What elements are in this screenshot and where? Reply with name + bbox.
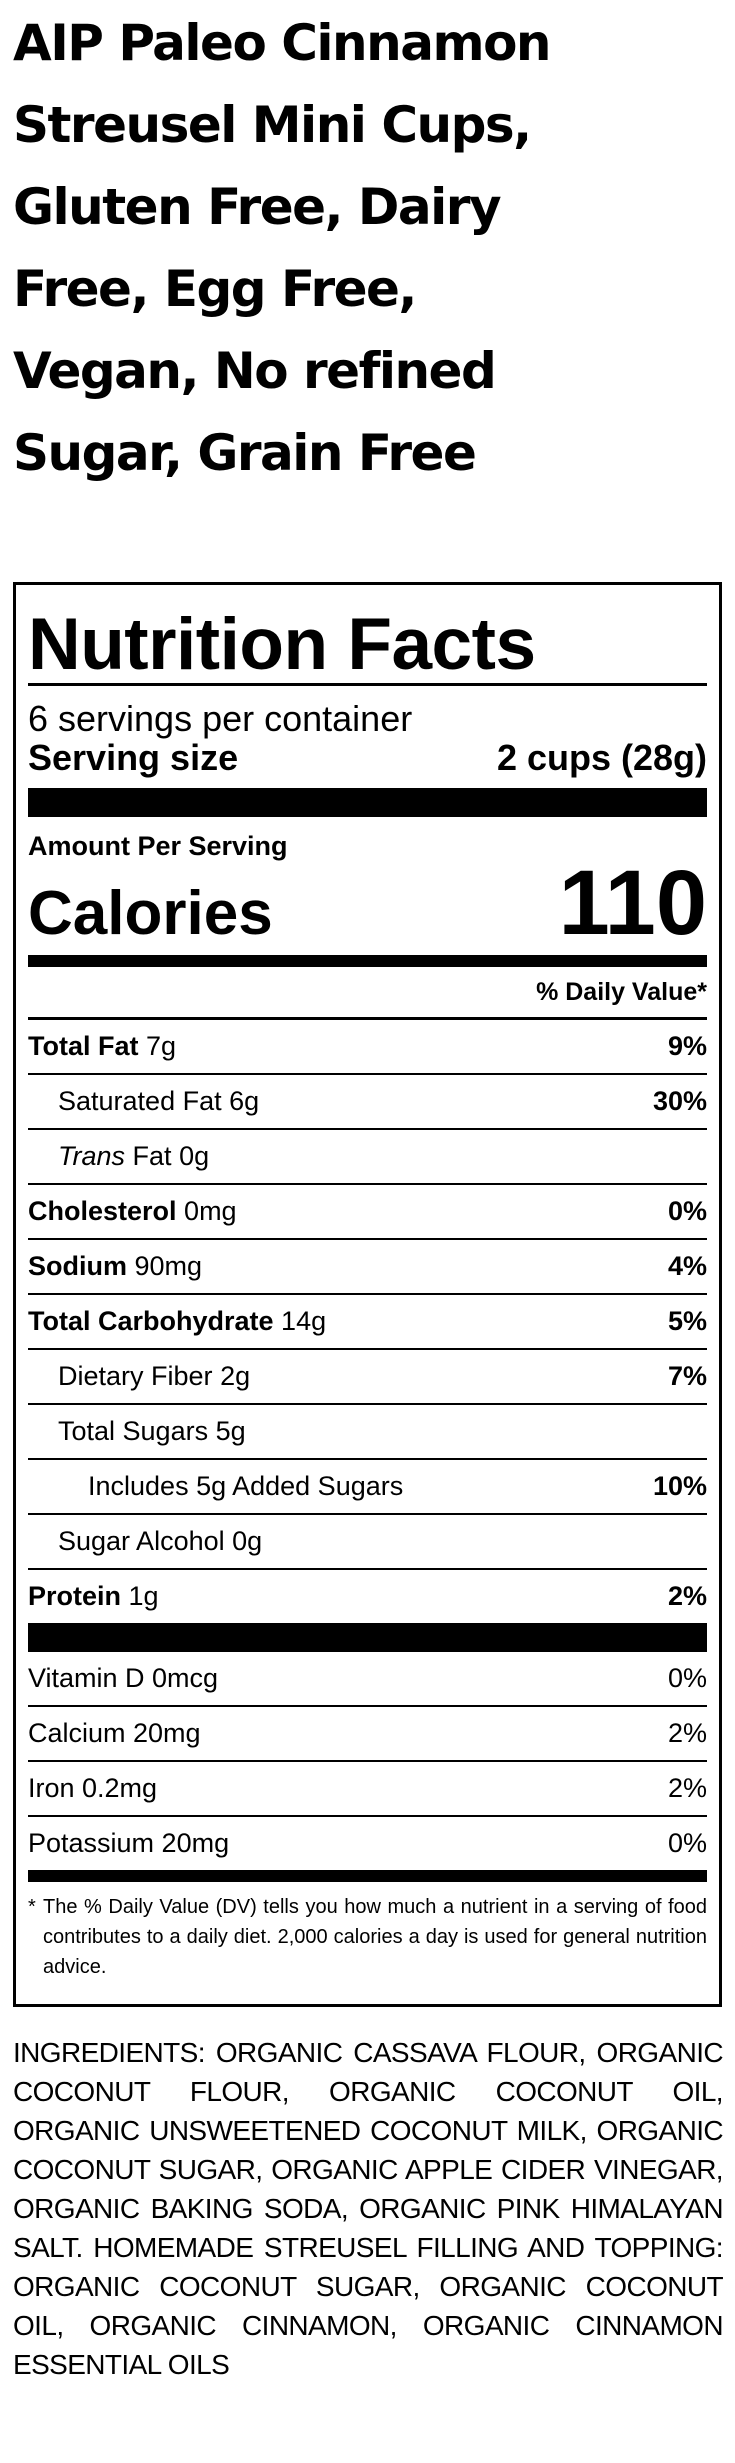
nutrient-amount: 0g (179, 1141, 210, 1171)
nutrient-amount: 0mg (184, 1196, 237, 1226)
vitamin-dv: 0% (667, 1828, 707, 1858)
serving-size: Serving size 2 cups (28g) (28, 738, 707, 778)
nutrient-amount: 6g (229, 1086, 260, 1116)
nutrient-row-protein: Protein 1g 2% (28, 1570, 707, 1623)
vitamin-text: Potassium 20mg (28, 1828, 230, 1858)
thick-divider (28, 788, 707, 817)
nutrient-amount: 14g (281, 1306, 327, 1336)
ingredients-list: INGREDIENTS: ORGANIC CASSAVA FLOUR, ORGA… (13, 2037, 724, 2380)
nutrient-amount: 0g (232, 1526, 263, 1556)
nutrient-name: Dietary Fiber (58, 1361, 213, 1391)
nutrient-row-total-fat: Total Fat 7g 9% (28, 1020, 707, 1075)
nutrient-row-added-sugars: Includes 5g Added Sugars 10% (28, 1460, 707, 1515)
vitamin-text: Vitamin D 0mcg (28, 1663, 219, 1693)
footnote-mark: * (28, 1896, 36, 1918)
vitamin-row-potassium: Potassium 20mg 0% (28, 1817, 707, 1870)
nutrition-facts-heading: Nutrition Facts (28, 604, 536, 685)
calories-row: Calories 110 (28, 857, 707, 949)
vitamin-row-vitamin-d: Vitamin D 0mcg 0% (28, 1652, 707, 1707)
nutrient-row-cholesterol: Cholesterol 0mg 0% (28, 1185, 707, 1240)
vitamin-text: Iron 0.2mg (28, 1773, 158, 1803)
product-title: AIP Paleo Cinnamon Streusel Mini Cups, G… (13, 14, 552, 482)
nutrient-amount: 90mg (134, 1251, 203, 1281)
vitamin-dv: 2% (667, 1773, 707, 1803)
vitamin-row-calcium: Calcium 20mg 2% (28, 1707, 707, 1762)
divider (28, 1017, 707, 1020)
nutrient-amount: 1g (128, 1581, 159, 1611)
nutrient-dv: 9% (667, 1031, 707, 1061)
nutrient-row-saturated-fat: Saturated Fat 6g 30% (28, 1075, 707, 1130)
nutrient-amount: 2g (220, 1361, 251, 1391)
serving-size-value: 2 cups (28g) (496, 737, 707, 778)
medium-divider (28, 955, 707, 967)
nutrient-row-sodium: Sodium 90mg 4% (28, 1240, 707, 1295)
daily-value-header: % Daily Value* (536, 978, 707, 1006)
nutrient-name: Total Sugars (58, 1416, 209, 1446)
nutrient-name-suffix: Fat (132, 1141, 172, 1171)
nutrient-row-sugar-alcohol: Sugar Alcohol 0g (28, 1515, 707, 1570)
nutrient-row-total-carbohydrate: Total Carbohydrate 14g 5% (28, 1295, 707, 1350)
serving-size-label: Serving size (28, 737, 239, 778)
nutrient-dv: 5% (667, 1306, 707, 1336)
vitamin-row-iron: Iron 0.2mg 2% (28, 1762, 707, 1817)
vitamin-dv: 2% (667, 1718, 707, 1748)
nutrient-name: Includes 5g Added Sugars (88, 1471, 404, 1501)
amount-per-serving: Amount Per Serving (28, 831, 288, 861)
thick-divider (28, 1623, 707, 1652)
nutrient-name: Total Carbohydrate (28, 1306, 274, 1336)
nutrient-amount: 5g (215, 1416, 246, 1446)
nutrient-amount: 7g (146, 1031, 177, 1061)
servings-per-container: 6 servings per container (28, 698, 413, 739)
nutrient-dv: 10% (652, 1471, 707, 1501)
nutrient-dv: 0% (667, 1196, 707, 1226)
nutrient-name: Sodium (28, 1251, 127, 1281)
divider (28, 683, 707, 686)
nutrient-dv: 2% (667, 1581, 707, 1611)
nutrient-row-dietary-fiber: Dietary Fiber 2g 7% (28, 1350, 707, 1405)
nutrient-name: Protein (28, 1581, 122, 1611)
calories-label: Calories (28, 879, 273, 948)
nutrient-name: Cholesterol (28, 1196, 177, 1226)
nutrient-name: Saturated Fat (58, 1086, 222, 1116)
nutrient-dv: 30% (652, 1086, 707, 1116)
nutrient-row-total-sugars: Total Sugars 5g (28, 1405, 707, 1460)
nutrient-row-trans-fat: Trans Fat 0g (28, 1130, 707, 1185)
nutrient-name: Sugar Alcohol (58, 1526, 225, 1556)
footnote-text: The % Daily Value (DV) tells you how muc… (43, 1896, 707, 1978)
calories-value: 110 (558, 852, 707, 954)
medium-divider (28, 1870, 707, 1882)
nutrient-dv: 4% (667, 1251, 707, 1281)
vitamin-dv: 0% (667, 1663, 707, 1693)
daily-value-footnote: * The % Daily Value (DV) tells you how m… (28, 1892, 707, 1982)
nutrition-facts-label: Nutrition Facts 6 servings per container… (13, 582, 722, 2007)
nutrient-name: Trans (58, 1141, 126, 1171)
vitamin-text: Calcium 20mg (28, 1718, 201, 1748)
nutrient-dv: 7% (667, 1361, 707, 1391)
nutrient-name: Total Fat (28, 1031, 139, 1061)
